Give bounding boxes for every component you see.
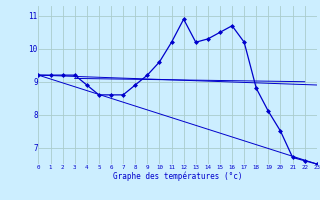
X-axis label: Graphe des températures (°c): Graphe des températures (°c) bbox=[113, 171, 242, 181]
